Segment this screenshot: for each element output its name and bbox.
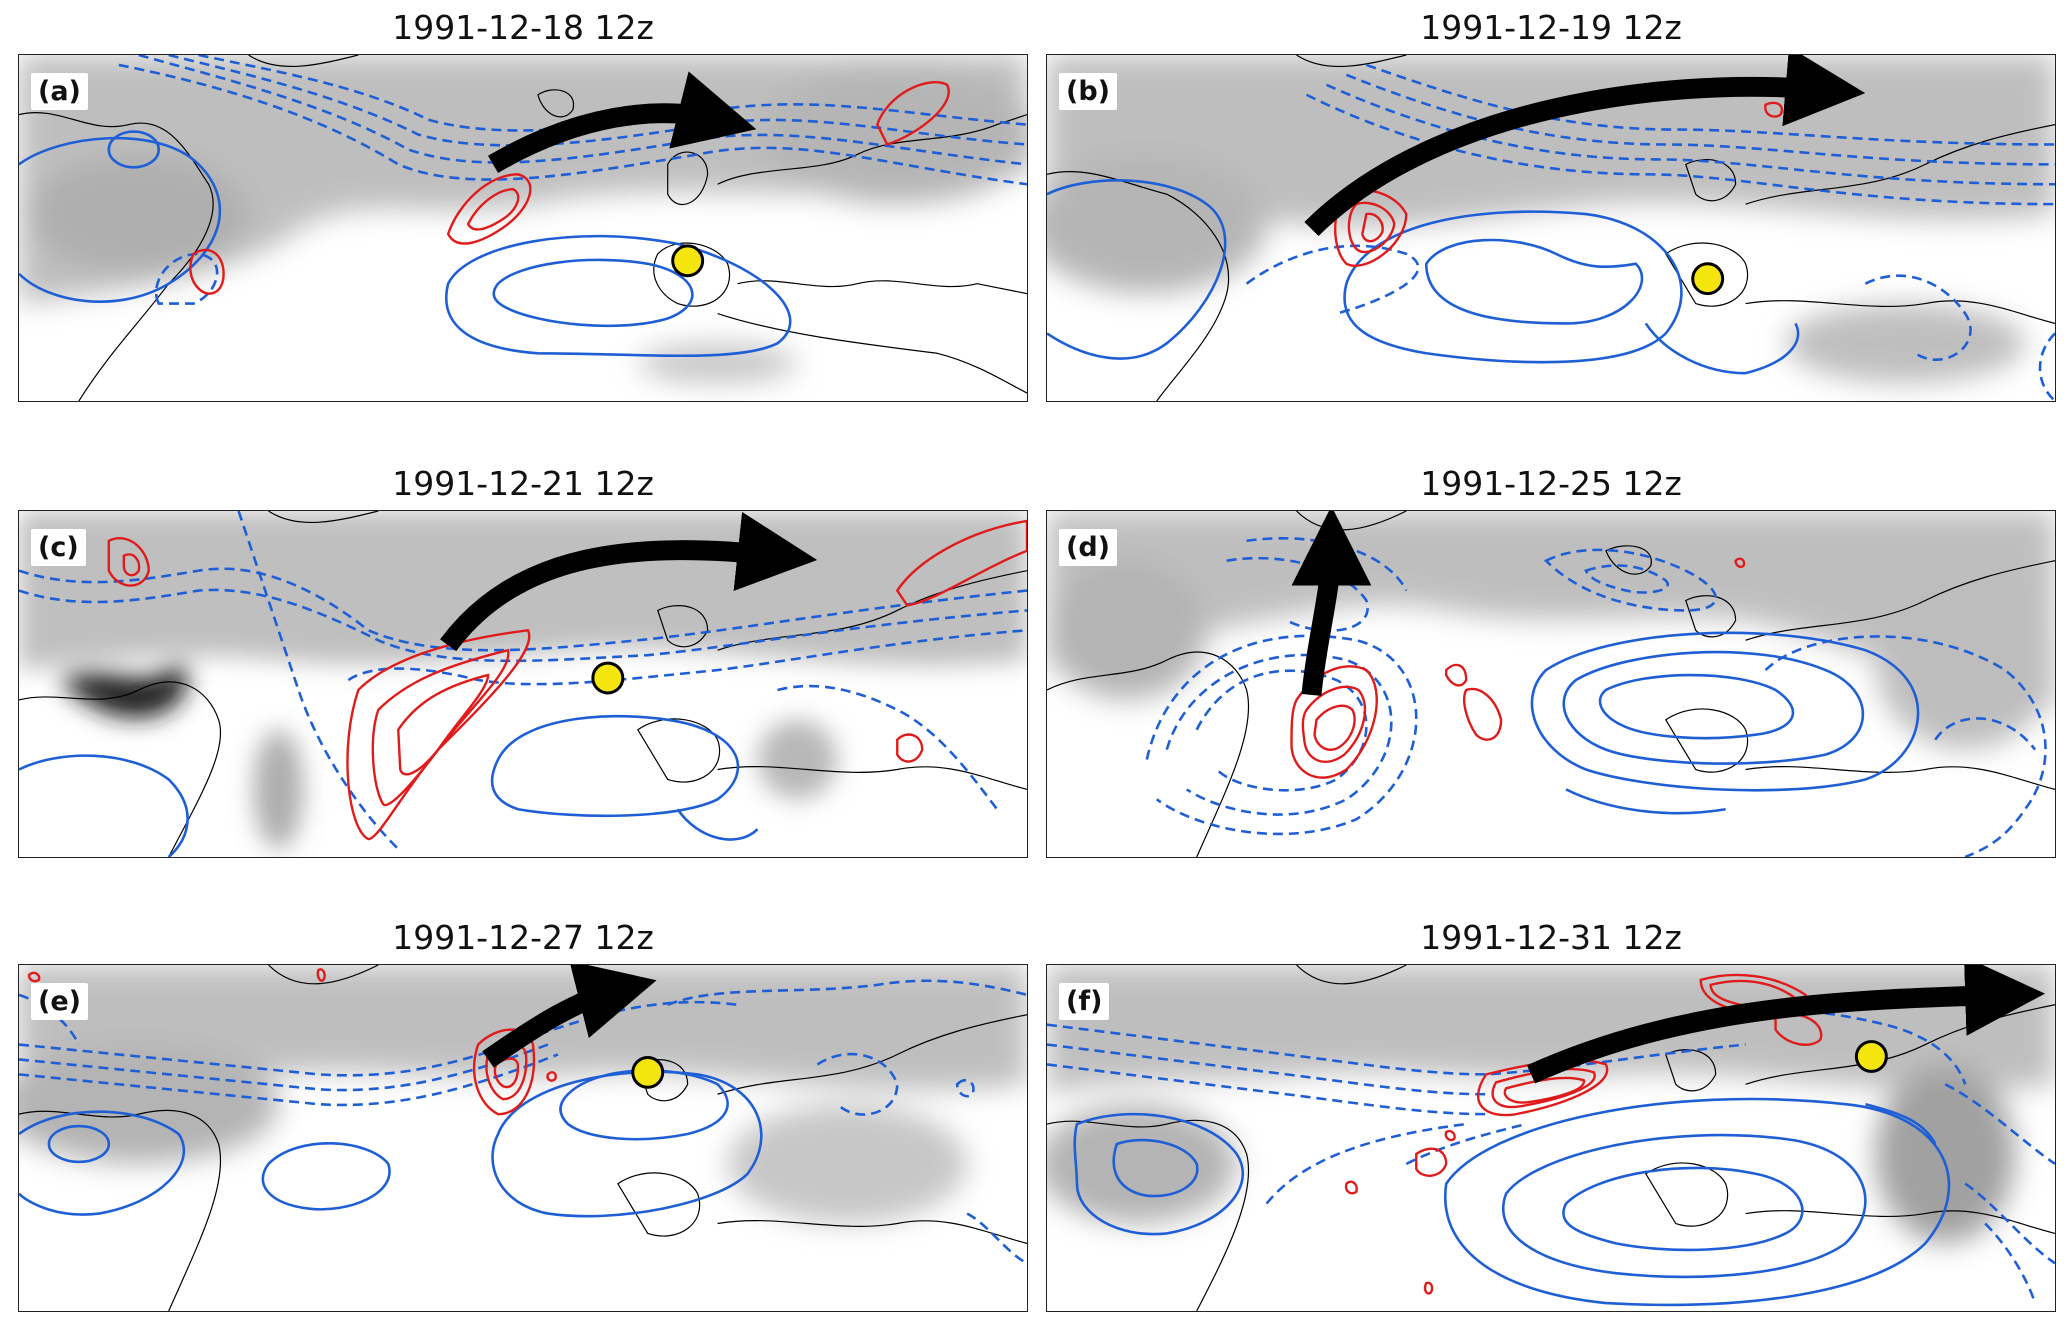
- location-marker: [631, 1055, 665, 1089]
- shading-field: [19, 965, 1027, 1224]
- negative-contours: [19, 511, 1027, 850]
- positive-contours: [1047, 179, 1800, 375]
- map-panel-b: (b): [1046, 54, 2056, 402]
- jet-contours: [1290, 557, 1746, 779]
- panel-b-title: 1991-12-19 12z: [1420, 8, 1682, 47]
- panel-a-title: 1991-12-18 12z: [392, 8, 654, 47]
- jet-contours: [107, 519, 1027, 841]
- location-marker: [1854, 1040, 1888, 1073]
- positive-contours: [19, 130, 792, 358]
- coastline: [19, 965, 1027, 1311]
- shading-field: [19, 55, 1027, 384]
- panel-c-title: 1991-12-21 12z: [392, 464, 654, 503]
- map-panel-a: (a): [18, 54, 1028, 402]
- coastline: [19, 511, 1027, 857]
- shading-field: [1047, 511, 2055, 750]
- map-panel-c: (c): [18, 510, 1028, 858]
- positive-contours: [1073, 1097, 1951, 1307]
- coastline: [19, 55, 1027, 401]
- panel-e-label: (e): [31, 983, 88, 1020]
- map-panel-d: (d): [1046, 510, 2056, 858]
- negative-contours: [1245, 63, 2055, 401]
- jet-arrow: [1526, 965, 2046, 1084]
- jet-arrow: [488, 71, 757, 173]
- panel-d-label: (d): [1059, 529, 1118, 566]
- panel-d-title: 1991-12-25 12z: [1420, 464, 1682, 503]
- jet-contours: [1333, 101, 1783, 267]
- location-marker: [591, 661, 625, 695]
- jet-contours: [189, 81, 950, 295]
- location-marker: [671, 244, 705, 278]
- positive-contours: [19, 714, 759, 857]
- negative-contours: [19, 979, 1027, 1265]
- panel-f-label: (f): [1059, 983, 1110, 1020]
- jet-arrow: [440, 511, 818, 652]
- panel-e-title: 1991-12-27 12z: [392, 918, 654, 957]
- jet-arrow: [482, 965, 657, 1068]
- shading-field: [1047, 965, 2055, 1244]
- positive-contours: [1530, 631, 1920, 815]
- panel-b-label: (b): [1059, 73, 1118, 110]
- jet-arrow: [1291, 511, 1372, 696]
- panel-a-label: (a): [31, 73, 88, 110]
- location-marker: [1691, 262, 1725, 296]
- shading-field: [19, 511, 1027, 850]
- map-panel-f: (f): [1046, 964, 2056, 1312]
- jet-arrow: [1304, 55, 1866, 237]
- map-panel-e: (e): [18, 964, 1028, 1312]
- panel-f-title: 1991-12-31 12z: [1420, 918, 1682, 957]
- panel-c-label: (c): [31, 529, 86, 566]
- coastline: [1047, 55, 2055, 401]
